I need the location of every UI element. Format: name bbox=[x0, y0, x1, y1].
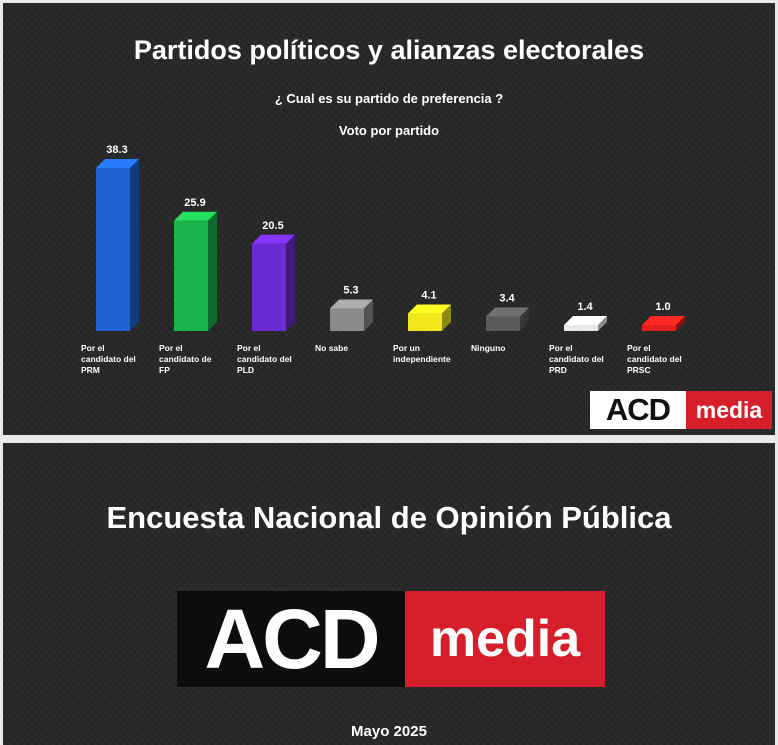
category-label-1-2: FP bbox=[159, 365, 170, 375]
bar-top-5 bbox=[486, 307, 529, 317]
bar-front-4 bbox=[408, 313, 442, 331]
bar-top-1 bbox=[174, 211, 217, 221]
bar-side-1 bbox=[208, 211, 217, 331]
value-label-3: 5.3 bbox=[343, 284, 358, 296]
category-label-1-1: candidato de bbox=[159, 354, 212, 364]
logo-media-text: media bbox=[686, 391, 772, 429]
bar-side-5 bbox=[520, 307, 529, 331]
value-label-1: 25.9 bbox=[184, 197, 205, 209]
bar-front-6 bbox=[564, 325, 598, 331]
bar-side-4 bbox=[442, 304, 451, 331]
value-label-7: 1.0 bbox=[655, 301, 670, 313]
cover-panel: Encuesta Nacional de Opinión Pública ACD… bbox=[3, 443, 775, 745]
bar-0 bbox=[96, 159, 139, 331]
question-subtitle: ¿ Cual es su partido de preferencia ? bbox=[274, 91, 504, 106]
category-label-6-0: Por el bbox=[549, 343, 573, 353]
bar-side-7 bbox=[676, 316, 685, 331]
bar-top-6 bbox=[564, 316, 607, 325]
bar-front-2 bbox=[252, 243, 286, 331]
bar-side-0 bbox=[130, 159, 139, 331]
bar-4 bbox=[408, 304, 451, 331]
value-label-5: 3.4 bbox=[499, 293, 515, 305]
category-label-4-0: Por un bbox=[393, 343, 420, 353]
category-label-2-1: candidato del bbox=[237, 354, 292, 364]
bar-top-0 bbox=[96, 159, 139, 168]
bar-top-4 bbox=[408, 304, 451, 314]
category-label-2-2: PLD bbox=[237, 365, 254, 375]
bar-7 bbox=[642, 316, 685, 331]
survey-title: Encuesta Nacional de Opinión Pública bbox=[106, 500, 672, 535]
bar-side-6 bbox=[598, 316, 607, 331]
logo-acd-text-large: ACD bbox=[177, 591, 405, 687]
acd-media-logo-small: ACD media bbox=[590, 391, 772, 429]
bar-side-3 bbox=[364, 299, 373, 331]
bar-front-7 bbox=[642, 325, 676, 331]
bar-side-2 bbox=[286, 234, 295, 331]
category-label-2-0: Por el bbox=[237, 343, 261, 353]
category-label-4-1: independiente bbox=[393, 354, 451, 364]
bar-6 bbox=[564, 316, 607, 331]
category-label-5-0: Ninguno bbox=[471, 343, 505, 353]
value-label-0: 38.3 bbox=[106, 144, 127, 156]
bar-top-2 bbox=[252, 234, 295, 244]
category-label-6-1: candidato del bbox=[549, 354, 604, 364]
logo-acd-text: ACD bbox=[590, 391, 686, 429]
page-title: Partidos políticos y alianzas electorale… bbox=[133, 35, 645, 65]
chart-title: Voto por partido bbox=[338, 123, 440, 138]
category-label-0-0: Por el bbox=[81, 343, 105, 353]
bar-front-0 bbox=[96, 168, 130, 331]
survey-date: Mayo 2025 bbox=[351, 723, 427, 740]
bar-5 bbox=[486, 307, 529, 331]
category-label-7-0: Por el bbox=[627, 343, 651, 353]
value-label-6: 1.4 bbox=[577, 301, 593, 313]
category-label-0-2: PRM bbox=[81, 365, 100, 375]
bar-3 bbox=[330, 299, 373, 331]
chart-panel: Partidos políticos y alianzas electorale… bbox=[3, 3, 775, 435]
category-label-6-2: PRD bbox=[549, 365, 567, 375]
category-label-7-1: candidato del bbox=[627, 354, 682, 364]
bar-front-5 bbox=[486, 316, 520, 331]
category-label-3-0: No sabe bbox=[315, 343, 348, 353]
category-label-1-0: Por el bbox=[159, 343, 183, 353]
bar-front-3 bbox=[330, 308, 364, 331]
bar-top-7 bbox=[642, 316, 685, 325]
bar-2 bbox=[252, 234, 295, 331]
bar-1 bbox=[174, 211, 217, 331]
value-label-2: 20.5 bbox=[262, 220, 283, 232]
logo-media-text-large: media bbox=[405, 591, 605, 687]
bar-top-3 bbox=[330, 299, 373, 309]
acd-media-logo-large: ACD media bbox=[177, 591, 605, 687]
category-label-7-2: PRSC bbox=[627, 365, 651, 375]
value-label-4: 4.1 bbox=[421, 290, 436, 302]
category-label-0-1: candidato del bbox=[81, 354, 136, 364]
bar-front-1 bbox=[174, 220, 208, 331]
